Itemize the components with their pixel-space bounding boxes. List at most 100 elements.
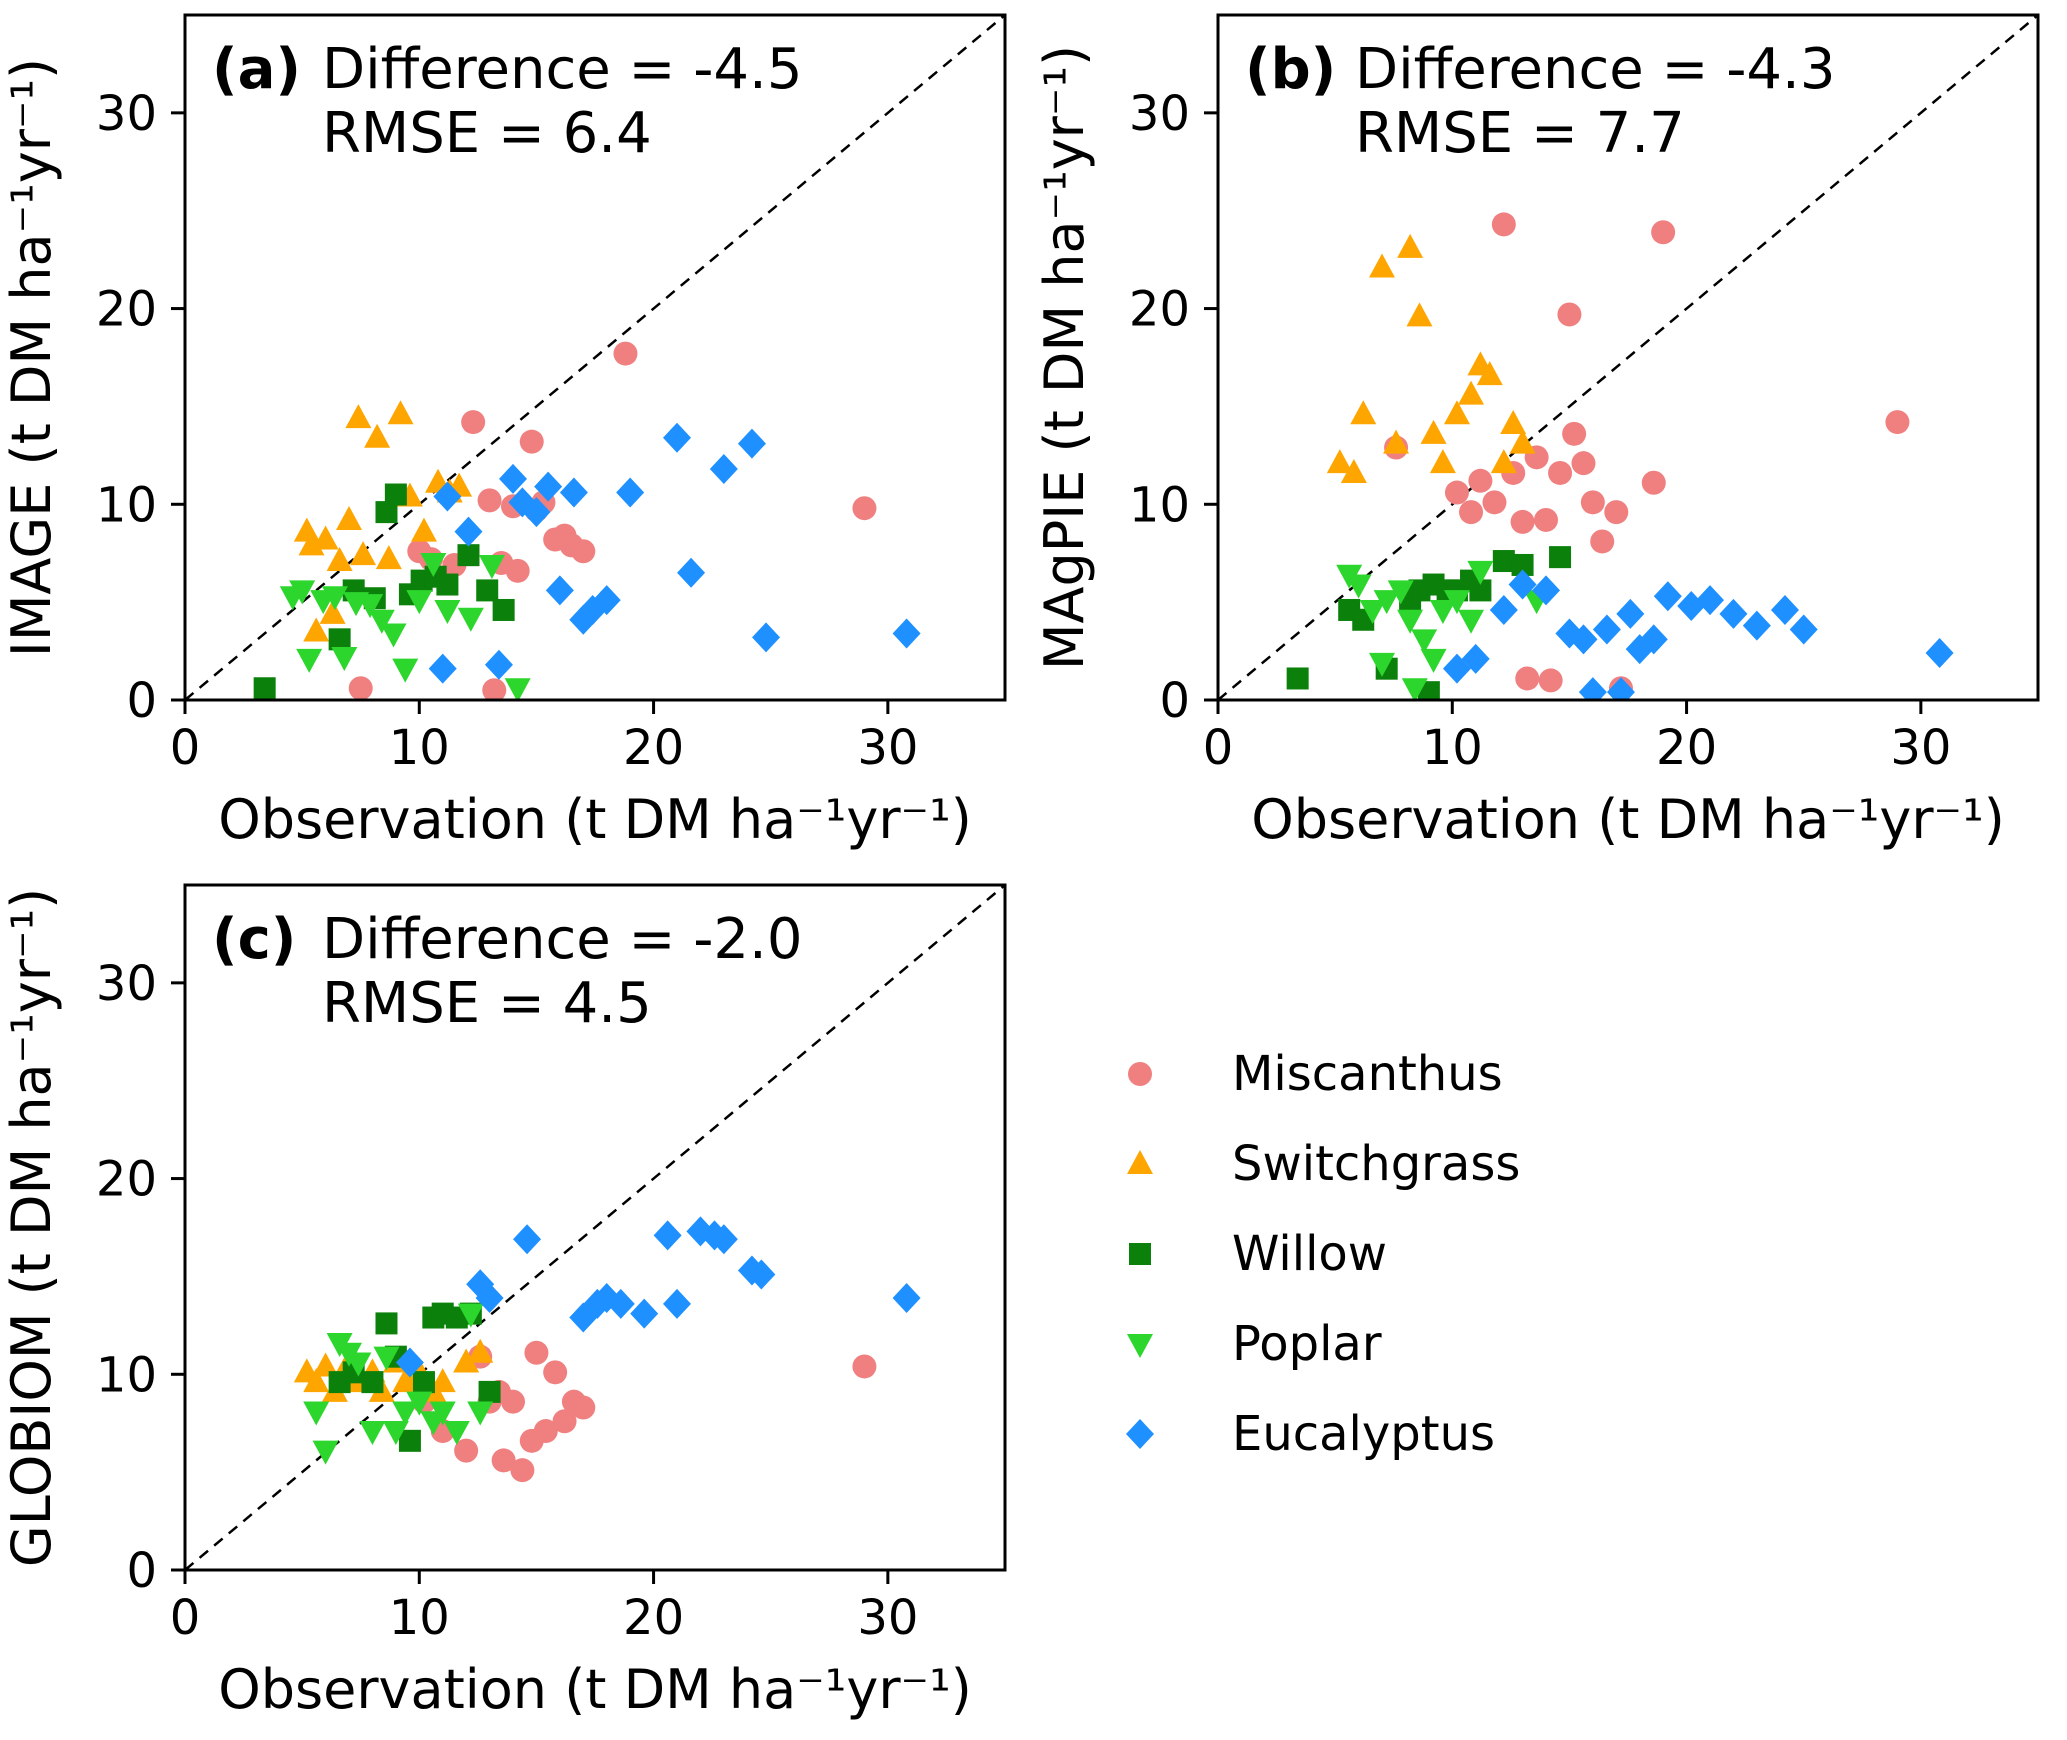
plot-area: [185, 15, 1005, 700]
point-miscanthus: [1641, 470, 1666, 495]
point-miscanthus: [1885, 410, 1910, 435]
y-tick-label: 0: [1159, 673, 1190, 729]
point-eucalyptus: [522, 497, 551, 528]
y-tick-label: 0: [126, 673, 157, 729]
point-willow: [398, 1429, 421, 1452]
point-poplar: [504, 678, 531, 700]
point-switchgrass: [1509, 429, 1536, 454]
eucalyptus-marker-glyph: [1126, 1419, 1154, 1449]
point-switchgrass: [1340, 458, 1367, 483]
point-eucalyptus: [454, 516, 483, 547]
y-tick-label: 30: [96, 86, 157, 142]
x-tick-label: 10: [389, 720, 450, 776]
point-willow: [1511, 553, 1534, 576]
plot-border: [183, 883, 1007, 1572]
point-willow: [436, 573, 459, 596]
x-tick-label: 10: [389, 1590, 450, 1646]
legend-label: Eucalyptus: [1232, 1406, 1496, 1462]
point-poplar: [289, 580, 316, 605]
point-eucalyptus: [534, 471, 563, 502]
point-switchgrass: [453, 1348, 480, 1373]
x-tick-label: 20: [1656, 720, 1717, 776]
point-miscanthus: [501, 1389, 525, 1414]
point-poplar: [457, 1303, 484, 1328]
point-willow: [492, 598, 515, 621]
point-eucalyptus: [1461, 643, 1490, 674]
point-poplar: [434, 599, 461, 624]
plot-border: [1216, 13, 2040, 702]
point-eucalyptus: [663, 422, 691, 453]
point-poplar: [406, 1391, 433, 1416]
point-poplar: [1373, 590, 1400, 615]
point-switchgrass: [1397, 233, 1424, 258]
point-eucalyptus: [1653, 581, 1682, 612]
point-switchgrass: [429, 1368, 456, 1393]
point-miscanthus: [1459, 500, 1484, 525]
x-tick-label: 10: [1422, 720, 1483, 776]
panel-letter: (a): [212, 37, 301, 102]
legend-item-willow: Willow: [1118, 1230, 2067, 1278]
panel-letter: (c): [212, 907, 296, 972]
point-miscanthus: [571, 1395, 596, 1420]
point-eucalyptus: [1578, 677, 1607, 700]
legend-label: Willow: [1232, 1226, 1388, 1282]
point-eucalyptus: [747, 1259, 776, 1290]
point-eucalyptus: [709, 454, 738, 485]
point-eucalyptus: [1639, 624, 1668, 655]
point-miscanthus: [571, 539, 596, 564]
point-miscanthus: [482, 678, 507, 700]
point-miscanthus: [1548, 460, 1573, 485]
x-tick-label: 30: [1890, 720, 1951, 776]
x-axis-label: Observation (t DM ha⁻¹yr⁻¹): [218, 788, 972, 851]
point-poplar: [368, 609, 395, 634]
point-miscanthus: [1534, 507, 1558, 532]
point-willow: [361, 1371, 384, 1394]
point-eucalyptus: [475, 1282, 504, 1313]
y-axis-label: IMAGE (t DM ha⁻¹yr⁻¹): [0, 58, 63, 657]
point-willow: [412, 1371, 435, 1394]
x-tick-label: 0: [1203, 720, 1234, 776]
point-poplar: [443, 1421, 470, 1446]
x-tick-label: 30: [857, 720, 918, 776]
willow-marker-glyph: [1129, 1243, 1151, 1265]
point-miscanthus: [491, 1448, 516, 1473]
point-switchgrass: [1500, 410, 1527, 435]
point-miscanthus: [1510, 509, 1535, 534]
point-poplar: [303, 1401, 330, 1426]
scatter-panel-c: 0 10 20 30 0 10 20 30 Observation (t DM ha⁻¹yr⁻¹…: [0, 883, 1007, 1721]
point-miscanthus: [510, 1458, 535, 1483]
point-eucalyptus: [592, 585, 621, 616]
point-eucalyptus: [1696, 585, 1724, 616]
point-miscanthus: [1590, 529, 1615, 554]
point-eucalyptus: [499, 463, 527, 494]
point-miscanthus: [519, 429, 544, 454]
point-poplar: [331, 646, 358, 671]
point-poplar: [429, 1401, 456, 1426]
point-poplar: [1443, 590, 1470, 615]
point-willow: [384, 483, 407, 506]
point-miscanthus: [1515, 666, 1540, 691]
point-eucalyptus: [1742, 610, 1771, 641]
point-poplar: [478, 554, 505, 579]
point-switchgrass: [1350, 400, 1377, 425]
point-eucalyptus: [892, 618, 921, 649]
point-poplar: [420, 553, 447, 577]
point-eucalyptus: [1532, 575, 1560, 606]
point-poplar: [457, 607, 484, 632]
point-miscanthus: [1562, 421, 1587, 446]
point-eucalyptus: [1606, 677, 1635, 700]
scatter-panel-a: 0 10 20 30 0 10 20 30 Observation (t DM ha⁻¹yr⁻¹…: [0, 13, 1007, 851]
point-poplar: [380, 623, 407, 648]
willow-marker-icon: [1129, 1243, 1151, 1265]
point-switchgrass: [1443, 400, 1470, 425]
point-miscanthus: [1491, 212, 1516, 237]
panel-letter: (b): [1245, 37, 1336, 102]
point-miscanthus: [477, 488, 502, 513]
point-eucalyptus: [1489, 594, 1518, 625]
point-eucalyptus: [513, 1224, 542, 1255]
legend: Miscanthus Switchgrass Willow Poplar Euc…: [1118, 1050, 2067, 1458]
point-eucalyptus: [653, 1220, 682, 1251]
point-miscanthus: [505, 558, 530, 583]
legend-item-miscanthus: Miscanthus: [1118, 1050, 2067, 1098]
legend-label: Miscanthus: [1232, 1046, 1503, 1102]
